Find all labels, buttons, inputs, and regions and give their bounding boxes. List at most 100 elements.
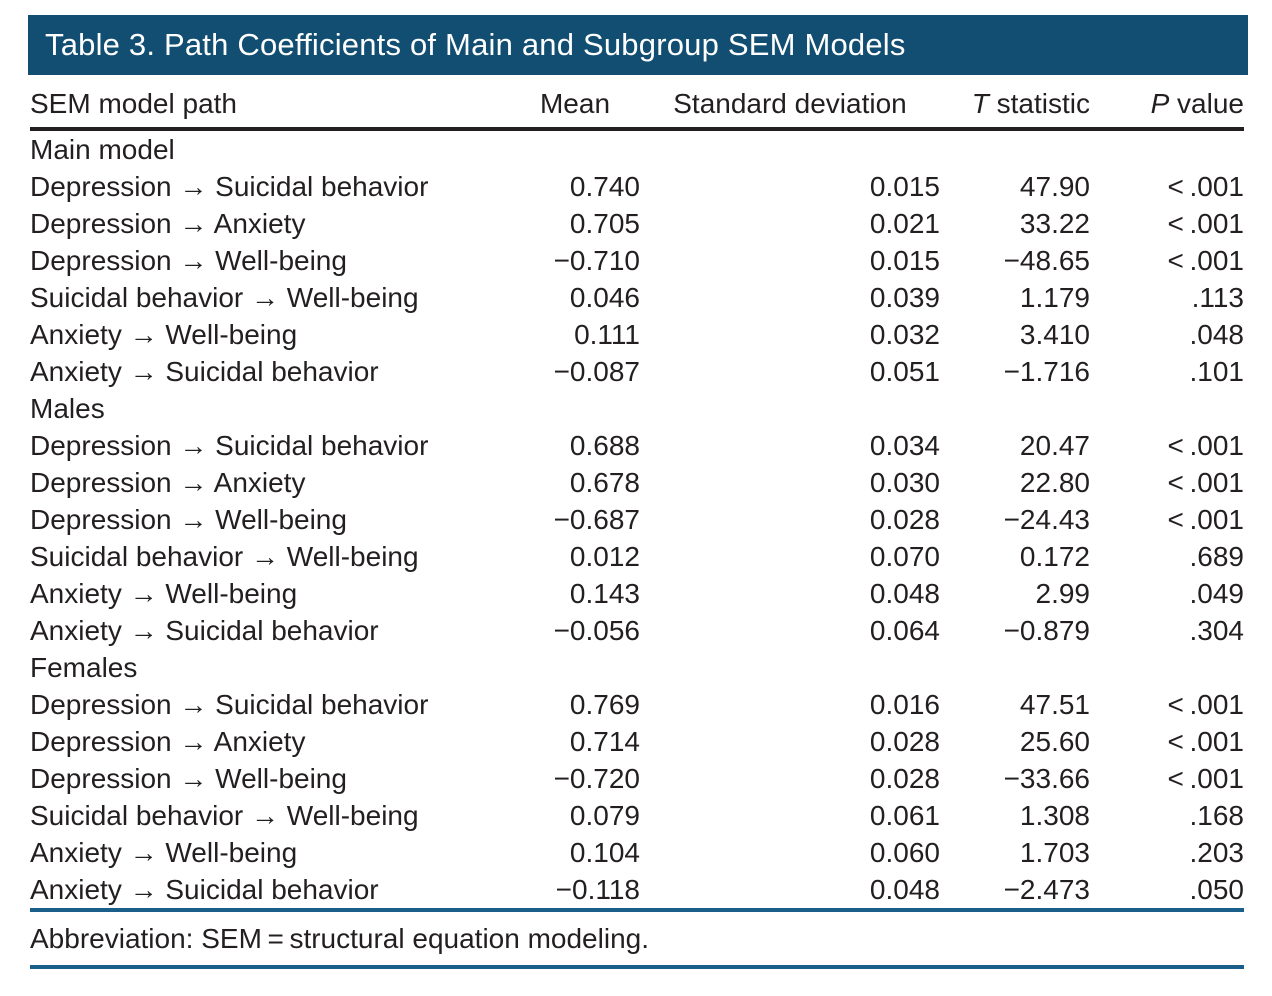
p-value-cell: .168 xyxy=(1189,800,1245,831)
standard-deviation-cell: 0.030 xyxy=(869,467,940,498)
p-value-cell: < .001 xyxy=(1167,430,1244,461)
section-label: Females xyxy=(30,652,138,683)
p-value-cell: < .001 xyxy=(1167,763,1244,794)
mean-cell: 0.714 xyxy=(569,726,640,757)
table-row: Depression → Anxiety 0.678 0.030 22.80 < .00… xyxy=(30,464,1244,501)
t-statistic-cell: 2.99 xyxy=(1035,578,1091,609)
path-cell: Anxiety → Suicidal behavior xyxy=(30,871,510,912)
table-row: Suicidal behavior → Well-being 0.012 0.070… xyxy=(30,538,1244,575)
standard-deviation-cell: 0.016 xyxy=(869,689,940,720)
standard-deviation-cell: 0.039 xyxy=(869,282,940,313)
path-cell: Anxiety → Suicidal behavior xyxy=(30,615,379,646)
t-statistic-cell: −48.65 xyxy=(1003,245,1090,276)
t-statistic-cell: −33.66 xyxy=(1003,763,1090,794)
p-value-italic-letter: P xyxy=(1150,88,1170,119)
standard-deviation-cell: 0.028 xyxy=(869,726,940,757)
t-statistic-cell: −1.716 xyxy=(1003,356,1090,387)
table-row: Anxiety → Well-being 0.104 0.060 1.703 .203 xyxy=(30,834,1244,871)
t-statistic-cell: 1.703 xyxy=(1019,837,1090,868)
p-value-cell: < .001 xyxy=(1167,245,1244,276)
mean-cell: 0.688 xyxy=(569,430,640,461)
standard-deviation-cell: 0.061 xyxy=(869,800,940,831)
table-row: Depression → Well-being −0.710 0.015 −48.65… xyxy=(30,242,1244,279)
section-row: Main model xyxy=(30,129,1244,168)
table-row: Depression → Suicidal behavior 0.688 0.034… xyxy=(30,427,1244,464)
standard-deviation-cell: 0.034 xyxy=(869,430,940,461)
p-value-cell: < .001 xyxy=(1167,208,1244,239)
p-value-cell: .050 xyxy=(1090,871,1244,912)
t-statistic-cell: 3.410 xyxy=(1019,319,1090,350)
path-cell: Depression → Suicidal behavior xyxy=(30,171,429,202)
section-row: Males xyxy=(30,390,1244,427)
column-header-mean: Mean xyxy=(510,75,640,131)
column-header-t-statistic: T statistic xyxy=(940,75,1090,131)
mean-cell: −0.687 xyxy=(553,504,640,535)
t-statistic-cell: 47.90 xyxy=(1019,171,1090,202)
mean-cell: 0.740 xyxy=(569,171,640,202)
path-cell: Depression → Well-being xyxy=(30,245,347,276)
table-title: Table 3. Path Coefficients of Main and S… xyxy=(45,27,906,62)
column-header-standard-deviation: Standard deviation xyxy=(640,75,940,131)
table-row: Depression → Suicidal behavior 0.740 0.015… xyxy=(30,168,1244,205)
table-row: Anxiety → Well-being 0.143 0.048 2.99 .049 xyxy=(30,575,1244,612)
path-cell: Depression → Suicidal behavior xyxy=(30,689,429,720)
p-value-cell: .113 xyxy=(1191,282,1244,313)
p-value-cell: .048 xyxy=(1189,319,1245,350)
mean-cell: 0.046 xyxy=(569,282,640,313)
t-statistic-cell: 0.172 xyxy=(1019,541,1090,572)
mean-cell: −0.720 xyxy=(553,763,640,794)
path-cell: Suicidal behavior → Well-being xyxy=(30,282,419,313)
mean-cell: 0.705 xyxy=(569,208,640,239)
p-value-cell: < .001 xyxy=(1167,467,1244,498)
standard-deviation-cell: 0.060 xyxy=(869,837,940,868)
t-statistic-cell: 33.22 xyxy=(1019,208,1090,239)
table-body: Main model Depression → Suicidal behavior… xyxy=(30,129,1245,912)
standard-deviation-cell: 0.028 xyxy=(869,504,940,535)
table-row: Suicidal behavior → Well-being 0.046 0.039… xyxy=(30,279,1244,316)
path-cell: Depression → Anxiety xyxy=(30,726,306,757)
t-statistic-italic-letter: T xyxy=(971,88,989,119)
path-cell: Suicidal behavior → Well-being xyxy=(30,800,419,831)
path-cell: Depression → Suicidal behavior xyxy=(30,430,429,461)
table-row: Anxiety → Suicidal behavior −0.118 0.048 −2… xyxy=(30,871,1244,912)
mean-cell: 0.769 xyxy=(569,689,640,720)
table-row: Anxiety → Suicidal behavior −0.087 0.051 −1… xyxy=(30,353,1244,390)
path-cell: Anxiety → Well-being xyxy=(30,578,298,609)
standard-deviation-cell: 0.032 xyxy=(869,319,940,350)
mean-cell: −0.056 xyxy=(553,615,640,646)
section-label: Males xyxy=(30,393,105,424)
t-statistic-cell: 20.47 xyxy=(1019,430,1090,461)
t-statistic-cell: −2.473 xyxy=(940,871,1090,912)
mean-cell: 0.111 xyxy=(574,319,640,350)
mean-cell: −0.087 xyxy=(553,356,640,387)
t-statistic-rest: statistic xyxy=(988,88,1090,119)
path-cell: Anxiety → Suicidal behavior xyxy=(30,356,379,387)
t-statistic-cell: 25.60 xyxy=(1019,726,1090,757)
table-row: Depression → Anxiety 0.714 0.028 25.60 < .00… xyxy=(30,723,1244,760)
path-cell: Depression → Anxiety xyxy=(30,208,306,239)
standard-deviation-cell: 0.028 xyxy=(869,763,940,794)
standard-deviation-cell: 0.051 xyxy=(869,356,940,387)
p-value-cell: .203 xyxy=(1189,837,1245,868)
mean-cell: 0.079 xyxy=(569,800,640,831)
standard-deviation-cell: 0.015 xyxy=(869,171,940,202)
standard-deviation-cell: 0.021 xyxy=(869,208,940,239)
p-value-cell: .689 xyxy=(1189,541,1245,572)
table-row: Depression → Anxiety 0.705 0.021 33.22 < .00… xyxy=(30,205,1244,242)
section-row: Females xyxy=(30,649,1244,686)
mean-cell: 0.012 xyxy=(569,541,640,572)
t-statistic-cell: 1.179 xyxy=(1019,282,1090,313)
column-header-sem-model-path: SEM model path xyxy=(30,75,510,131)
path-cell: Anxiety → Well-being xyxy=(30,837,298,868)
table-header-row: SEM model path Mean Standard deviation T… xyxy=(30,75,1244,131)
path-cell: Suicidal behavior → Well-being xyxy=(30,541,419,572)
mean-cell: 0.104 xyxy=(569,837,640,868)
path-cell: Anxiety → Well-being xyxy=(30,319,298,350)
table-footnote: Abbreviation: SEM = structural equation … xyxy=(30,912,1244,969)
standard-deviation-cell: 0.064 xyxy=(869,615,940,646)
p-value-cell: < .001 xyxy=(1167,726,1244,757)
mean-cell: 0.678 xyxy=(569,467,640,498)
mean-cell: 0.143 xyxy=(569,578,640,609)
table-row: Suicidal behavior → Well-being 0.079 0.061… xyxy=(30,797,1244,834)
sem-path-table: SEM model path Mean Standard deviation T… xyxy=(30,75,1244,912)
